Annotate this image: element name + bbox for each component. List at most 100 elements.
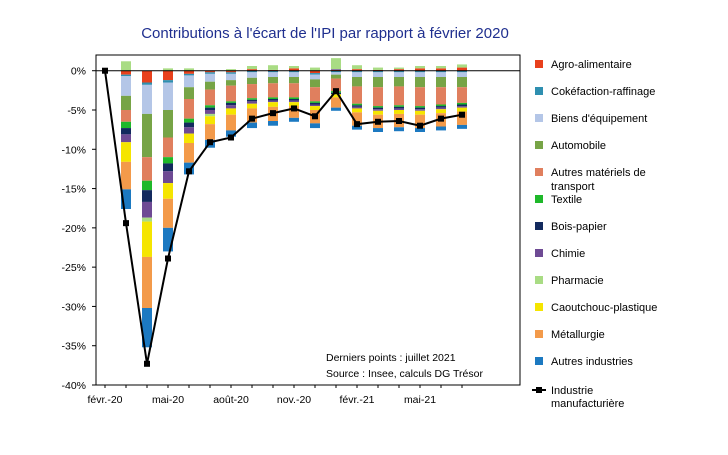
bar-segment [163, 80, 173, 83]
bar-segment [268, 97, 278, 99]
bar-segment [415, 114, 425, 129]
bar-segment [163, 198, 173, 228]
bar-segment [205, 81, 215, 90]
bar-segment [289, 117, 299, 122]
bar-segment [394, 105, 404, 107]
line-marker [249, 115, 255, 122]
bar-segment [436, 70, 446, 73]
bar-segment [352, 70, 362, 73]
bar-segment [394, 67, 404, 70]
bar-segment [289, 106, 299, 118]
legend-swatch [535, 195, 543, 203]
bar-segment [184, 127, 194, 134]
bar-segment [352, 105, 362, 107]
bar-segment [352, 112, 362, 126]
plot-frame [95, 54, 521, 386]
bar-segment [289, 99, 299, 101]
y-tick-label: -40% [61, 380, 86, 392]
legend-label: Bois-papier [551, 221, 607, 233]
legend-swatch [535, 114, 543, 122]
bar-segment [436, 68, 446, 71]
bar-segment [331, 74, 341, 79]
bar-segment [142, 256, 152, 308]
bar-segment [121, 189, 131, 209]
bar-segment [205, 107, 215, 110]
bar-segment [289, 66, 299, 69]
bar-segment [121, 161, 131, 190]
bar-segment [415, 87, 425, 107]
legend-swatch [535, 303, 543, 311]
bar-segment [226, 102, 236, 106]
plot-area [95, 54, 521, 386]
bar-segment [373, 70, 383, 73]
bar-segment [457, 64, 467, 68]
bar-segment [268, 100, 278, 103]
bar-segment [289, 68, 299, 71]
bar-segment [142, 201, 152, 218]
bar-segment [352, 108, 362, 113]
legend-label: Cokéfaction-raffinage [551, 86, 655, 98]
bar-segment [121, 121, 131, 129]
bar-segment [310, 74, 320, 80]
bar-segment [121, 74, 131, 77]
x-tick-label: mai-20 [152, 394, 184, 406]
bar-segment [268, 72, 278, 77]
bar-segment [205, 70, 215, 73]
bar-segment [394, 72, 404, 77]
legend-swatch [535, 330, 543, 338]
note-last-points: Derniers points : juillet 2021 [326, 352, 456, 364]
bar-segment [373, 72, 383, 77]
bar-segment [394, 127, 404, 132]
bar-segment [205, 124, 215, 140]
bar-segment [394, 106, 404, 109]
bar-segment [436, 106, 446, 108]
legend-swatch [535, 87, 543, 95]
bar-segment [184, 73, 194, 76]
y-tick-label: -35% [61, 341, 86, 353]
bar-segment [247, 84, 257, 99]
y-tick-label: -25% [61, 262, 86, 274]
bar-segment [289, 102, 299, 107]
bar-segment [310, 101, 320, 103]
bar-segment [142, 82, 152, 85]
legend-swatch [535, 141, 543, 149]
bar-segment [205, 116, 215, 125]
bar-segment [121, 95, 131, 110]
bar-segment [184, 75, 194, 88]
legend-label: Autres matériels de transport [551, 167, 646, 193]
bar-segment [142, 217, 152, 222]
bar-segment [415, 106, 425, 108]
bar-segment [205, 110, 215, 114]
bar-segment [142, 308, 152, 348]
legend-label: Autres industries [551, 356, 633, 368]
x-tick-label: févr.-20 [87, 394, 122, 406]
line-marker [354, 121, 360, 128]
bar-segment [436, 87, 446, 105]
legend-line-marker [536, 387, 542, 393]
bar-segment [415, 128, 425, 132]
bar-segment [268, 65, 278, 70]
bar-segment [184, 70, 194, 74]
bar-segment [394, 86, 404, 106]
bar-segment [457, 104, 467, 107]
y-tick-label: -20% [61, 223, 86, 235]
bar-segment [415, 110, 425, 115]
bar-segment [121, 142, 131, 162]
legend-label: Automobile [551, 140, 606, 152]
line-marker [438, 115, 444, 122]
bar-segment [415, 107, 425, 110]
bar-segment [457, 107, 467, 112]
line-marker [228, 134, 234, 141]
bar-segment [268, 121, 278, 126]
bar-segment [457, 67, 467, 71]
source-note: Derniers points : juillet 2021 Source : … [326, 352, 483, 380]
bar-segment [352, 86, 362, 104]
bar-segment [247, 108, 257, 123]
bar-segment [352, 69, 362, 71]
bar-segment [226, 73, 236, 81]
bar-segment [436, 66, 446, 69]
bar-segment [163, 163, 173, 172]
bar-segment [352, 125, 362, 130]
line-marker [102, 67, 108, 74]
